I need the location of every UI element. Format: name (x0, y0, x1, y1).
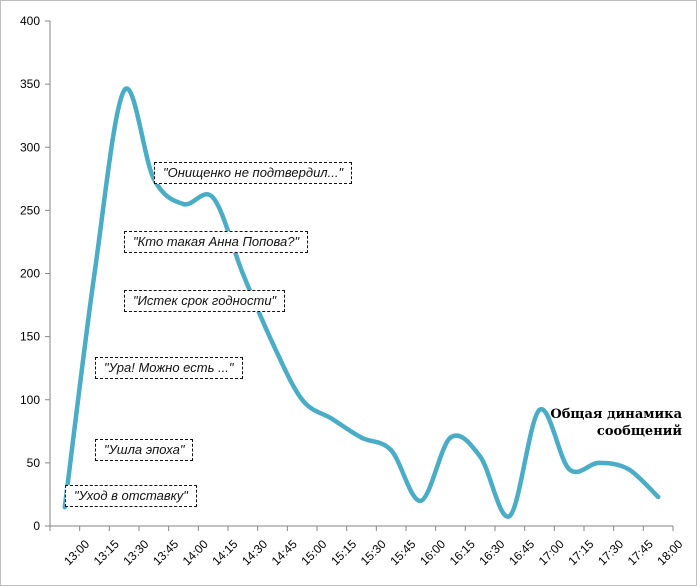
x-tick-label: 17:45 (625, 537, 656, 568)
data-point (270, 340, 275, 346)
y-tick-label: 0 (33, 519, 40, 533)
data-point (210, 195, 216, 200)
annotation-callout: "Ура! Можно есть ..." (95, 357, 243, 379)
series-line (62, 86, 661, 519)
data-point (507, 513, 513, 519)
data-point (240, 271, 246, 276)
x-tick-label: 13:00 (61, 537, 92, 568)
y-tick-label: 100 (20, 393, 40, 407)
data-point (537, 407, 542, 413)
y-tick-label: 250 (20, 203, 40, 217)
y-tick-label: 350 (20, 77, 40, 91)
x-tick-label: 17:15 (565, 537, 596, 568)
data-point (388, 448, 394, 453)
data-point (626, 466, 631, 472)
y-tick-label: 400 (20, 14, 40, 28)
x-tick-label: 15:30 (358, 537, 389, 568)
data-point (181, 201, 186, 207)
x-tick-label: 17:30 (595, 537, 626, 568)
x-tick-label: 16:45 (506, 537, 537, 568)
y-tick-label: 150 (20, 330, 40, 344)
x-tick-label: 15:00 (298, 537, 329, 568)
data-point (477, 454, 483, 459)
x-tick-label: 16:15 (447, 537, 478, 568)
data-point (121, 88, 127, 93)
data-point (299, 397, 305, 402)
x-tick-label: 15:15 (328, 537, 359, 568)
series-label-line-1: Общая динамика (550, 407, 682, 422)
x-tick-label: 17:00 (536, 537, 567, 568)
y-tick-label: 50 (27, 456, 41, 470)
x-tick-label: 13:30 (120, 537, 151, 568)
x-tick-label: 15:45 (387, 537, 418, 568)
series-label-line-2: сообщений (596, 424, 682, 439)
data-point (566, 466, 572, 472)
annotation-callout: "Ушла эпоха" (95, 439, 194, 461)
x-tick-label: 18:00 (654, 537, 685, 568)
y-tick-label: 200 (20, 267, 40, 281)
x-tick-label: 14:15 (209, 537, 240, 568)
x-tick-label: 14:30 (239, 537, 270, 568)
x-tick-label: 13:45 (150, 537, 181, 568)
data-point (448, 435, 453, 440)
x-tick-label: 14:00 (180, 537, 211, 568)
annotation-callout: "Истек срок годности" (124, 290, 286, 312)
data-point (655, 494, 661, 500)
series-label: Общая динамика сообщений (532, 406, 682, 440)
data-point (418, 498, 424, 503)
annotation-callout: "Кто такая Анна Попова?" (124, 231, 309, 253)
x-tick-label: 16:30 (476, 537, 507, 568)
data-point (596, 460, 602, 466)
data-point (329, 416, 335, 421)
x-tick-label: 14:45 (269, 537, 300, 568)
data-point (359, 435, 364, 440)
annotation-callout: "Уход в отставку" (65, 485, 197, 507)
y-tick-label: 300 (20, 140, 40, 154)
x-tick-label: 16:00 (417, 537, 448, 568)
data-point (92, 271, 97, 276)
x-tick-label: 13:15 (91, 537, 122, 568)
annotation-callout: "Онищенко не подтвердил..." (154, 162, 353, 184)
